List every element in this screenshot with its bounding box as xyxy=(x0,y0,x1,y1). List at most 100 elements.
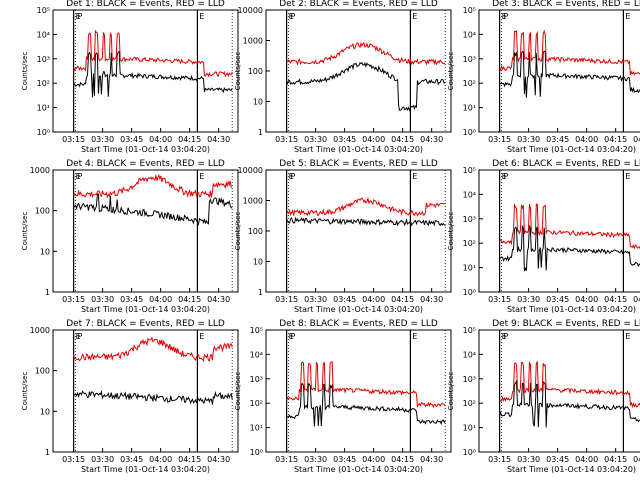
marker-label: P xyxy=(291,332,296,341)
y-tick-label: 10¹ xyxy=(250,424,263,433)
plot-frame xyxy=(52,329,239,453)
x-tick-label: 04:30 xyxy=(633,135,640,144)
y-tick-label: 10 xyxy=(253,98,263,107)
x-tick-label: 03:15 xyxy=(488,455,511,464)
marker-label: E xyxy=(199,332,204,341)
y-tick-label: 10² xyxy=(250,399,263,408)
x-tick-label: 04:15 xyxy=(604,295,627,304)
x-tick-label: 03:45 xyxy=(120,295,143,304)
series-line-lld xyxy=(73,174,233,199)
x-tick-label: 04:15 xyxy=(391,455,414,464)
marker-label: P xyxy=(504,12,509,21)
x-tick-label: 03:45 xyxy=(546,295,569,304)
x-tick-label: 04:30 xyxy=(420,455,443,464)
y-tick-label: 1 xyxy=(45,288,50,297)
y-tick-label: 100 xyxy=(35,207,50,216)
x-tick-label: 03:45 xyxy=(546,455,569,464)
y-tick-label: 10⁴ xyxy=(463,350,476,359)
series-line-lld xyxy=(499,360,640,409)
y-tick-label: 10⁰ xyxy=(463,288,476,297)
x-axis-label: Start Time (01-Oct-14 03:04:20) xyxy=(81,305,210,314)
series-line-lld xyxy=(499,203,640,250)
marker-label: E xyxy=(502,332,507,341)
y-tick-label: 10² xyxy=(463,79,476,88)
x-tick-label: 04:15 xyxy=(604,135,627,144)
x-tick-label: 03:45 xyxy=(120,135,143,144)
y-tick-label: 1000 xyxy=(30,326,50,335)
x-tick-label: 03:15 xyxy=(62,455,85,464)
y-tick-label: 1 xyxy=(45,448,50,457)
series-line-events xyxy=(499,379,640,428)
x-tick-label: 03:30 xyxy=(517,295,540,304)
x-tick-label: 03:30 xyxy=(517,135,540,144)
y-tick-label: 10 xyxy=(253,258,263,267)
series-line-events xyxy=(286,382,446,427)
y-axis-label: Counts/sec xyxy=(234,372,242,411)
marker-label: E xyxy=(289,172,294,181)
marker-label: P xyxy=(504,332,509,341)
x-tick-label: 04:15 xyxy=(178,455,201,464)
y-axis-label: Counts/sec xyxy=(447,212,455,251)
y-tick-label: 10² xyxy=(463,399,476,408)
x-tick-label: 03:30 xyxy=(304,295,327,304)
marker-label: E xyxy=(625,172,630,181)
y-tick-label: 10³ xyxy=(463,375,476,384)
y-tick-label: 10⁰ xyxy=(463,448,476,457)
x-axis-label: Start Time (01-Oct-14 03:04:20) xyxy=(81,465,210,474)
x-tick-label: 03:30 xyxy=(91,455,114,464)
x-tick-label: 03:45 xyxy=(333,295,356,304)
series-line-lld xyxy=(286,41,446,66)
x-tick-label: 03:45 xyxy=(120,455,143,464)
plot-frame xyxy=(265,169,452,293)
series-line-events xyxy=(499,50,640,98)
marker-label: E xyxy=(502,172,507,181)
marker-label: E xyxy=(412,172,417,181)
x-tick-label: 03:45 xyxy=(546,135,569,144)
marker-label: E xyxy=(412,332,417,341)
x-tick-label: 04:00 xyxy=(149,455,172,464)
chart-title: Det 8: BLACK = Events, RED = LLD xyxy=(279,319,438,329)
marker-label: E xyxy=(76,12,81,21)
y-axis-label: Counts/sec xyxy=(234,52,242,91)
x-axis-label: Start Time (01-Oct-14 03:04:20) xyxy=(507,465,636,474)
x-tick-label: 03:15 xyxy=(275,455,298,464)
plot-frame xyxy=(52,169,239,293)
y-tick-label: 1 xyxy=(258,128,263,137)
chart-panel-5: Det 5: BLACK = Events, RED = LLD 1 10 100 10… xyxy=(234,159,452,314)
chart-panel-9: Det 9: BLACK = Events, RED = LLD 10⁰ 10¹ 10… xyxy=(447,319,640,474)
x-tick-label: 03:30 xyxy=(304,455,327,464)
y-tick-label: 1000 xyxy=(30,166,50,175)
chart-panel-2: Det 2: BLACK = Events, RED = LLD 1 10 100 10… xyxy=(234,0,452,154)
y-tick-label: 10⁵ xyxy=(37,6,50,15)
y-tick-label: 10³ xyxy=(463,215,476,224)
x-tick-label: 03:30 xyxy=(91,295,114,304)
chart-title: Det 5: BLACK = Events, RED = LLD xyxy=(279,159,438,169)
marker-label: E xyxy=(76,332,81,341)
y-axis-label: Counts/sec xyxy=(447,52,455,91)
y-tick-label: 1 xyxy=(258,288,263,297)
y-tick-label: 10¹ xyxy=(37,104,50,113)
plot-frame xyxy=(265,9,452,133)
x-tick-label: 04:00 xyxy=(362,455,385,464)
y-tick-label: 10³ xyxy=(250,375,263,384)
x-axis-label: Start Time (01-Oct-14 03:04:20) xyxy=(294,465,423,474)
marker-label: E xyxy=(76,172,81,181)
y-tick-label: 10⁴ xyxy=(250,350,263,359)
x-axis-label: Start Time (01-Oct-14 03:04:20) xyxy=(507,145,636,154)
series-line-lld xyxy=(499,29,640,76)
marker-label: E xyxy=(625,332,630,341)
marker-label: P xyxy=(291,12,296,21)
y-tick-label: 10³ xyxy=(463,55,476,64)
x-tick-label: 04:00 xyxy=(575,135,598,144)
plot-frame xyxy=(478,169,640,293)
marker-label: E xyxy=(199,12,204,21)
chart-title: Det 7: BLACK = Events, RED = LLD xyxy=(66,319,225,329)
chart-panel-3: Det 3: BLACK = Events, RED = LLD 10⁰ 10¹ 10… xyxy=(447,0,640,154)
x-axis-label: Start Time (01-Oct-14 03:04:20) xyxy=(507,305,636,314)
y-tick-label: 10⁵ xyxy=(463,326,476,335)
marker-label: E xyxy=(502,12,507,21)
y-tick-label: 10000 xyxy=(238,166,263,175)
x-tick-label: 03:45 xyxy=(333,135,356,144)
x-tick-label: 04:15 xyxy=(391,135,414,144)
